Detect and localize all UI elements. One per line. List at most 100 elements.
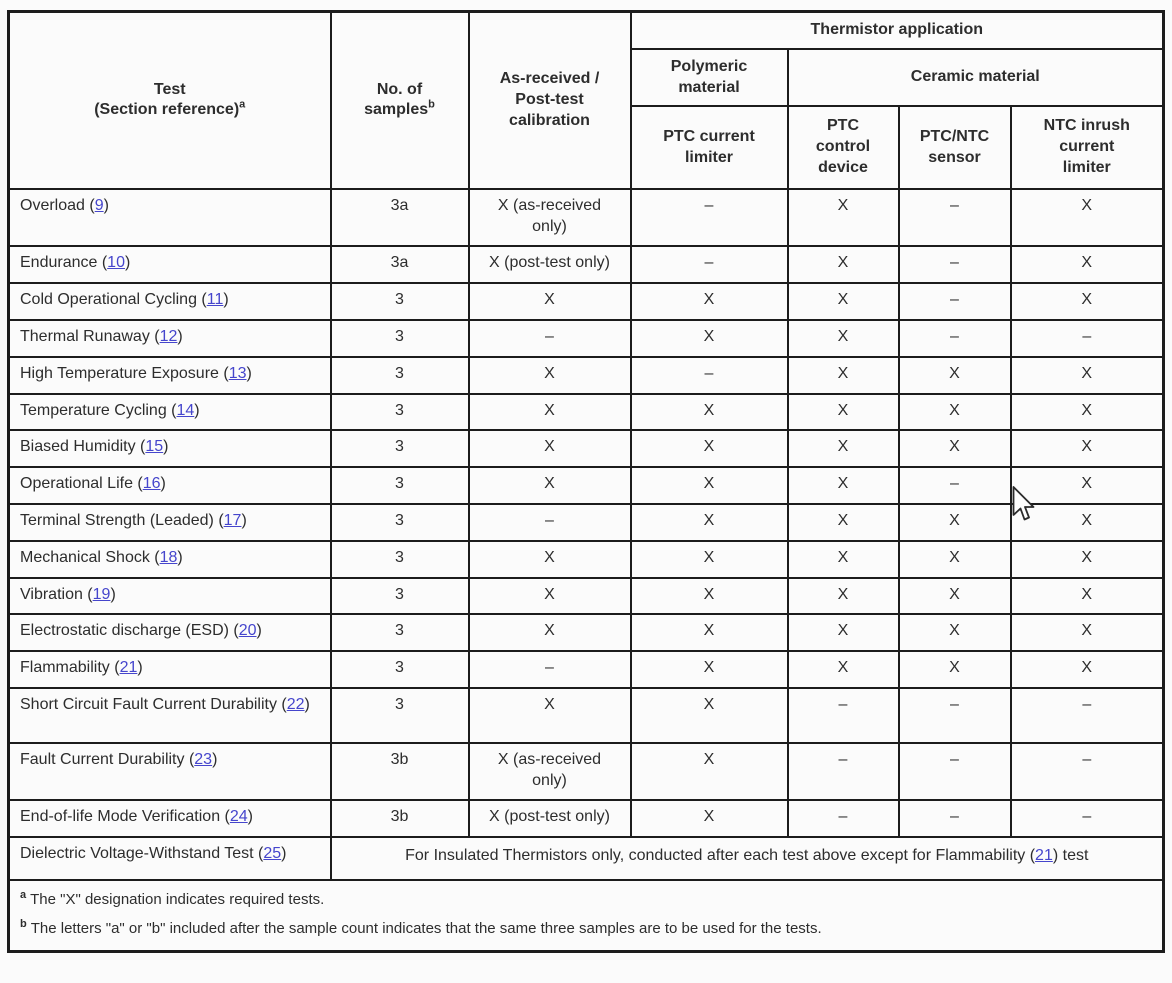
ptc-ntc-sensor-cell: –	[897, 187, 1012, 248]
calibration-value: X	[544, 475, 555, 493]
calibration-value: X (as-received only)	[497, 750, 602, 789]
test-name-label: High Temperature Exposure (	[20, 364, 229, 382]
section-reference-link-10[interactable]: 10	[107, 254, 125, 272]
footnotes-row: a The "X" designation indicates required …	[7, 878, 1165, 953]
header-ptc-control-device: PTC control device	[786, 105, 900, 190]
ptc-current-limiter-cell: X	[629, 613, 789, 653]
section-reference-link-22[interactable]: 22	[286, 695, 305, 713]
ntc-inrush-current-limiter-cell: X	[1009, 466, 1165, 505]
ntc-inrush-current-limiter-cell: X	[1009, 187, 1165, 248]
section-reference-link-14[interactable]: 14	[176, 401, 195, 419]
ref-close: )	[177, 327, 183, 345]
ref-close: )	[304, 695, 310, 713]
ptc-control-device-cell: X	[786, 318, 900, 358]
ntc-inrush-current-limiter-cell: –	[1009, 799, 1165, 839]
ref-close: )	[163, 438, 169, 456]
ptc-current-limiter-cell: X	[629, 539, 789, 579]
test-name-cell: Vibration (19)	[7, 576, 332, 616]
ptc-ntc-sensor-cell: X	[897, 392, 1012, 432]
calibration-cell: –	[467, 502, 632, 542]
ref-close: )	[246, 364, 252, 382]
calibration-cell: X (as-received only)	[467, 187, 632, 248]
test-name-label: Terminal Strength (Leaded) (	[20, 511, 224, 529]
ptc-current-limiter-cell: X	[629, 318, 789, 358]
table-row-12: Thermal Runaway (12) 3– X X – –	[7, 318, 1165, 358]
table-row-9: Overload (9) 3a X (as-received only) – X – X	[7, 187, 1165, 248]
test-name-cell: Mechanical Shock (18)	[7, 539, 332, 579]
calibration-cell: X	[467, 686, 632, 744]
ptc-ntc-sensor-cell: X	[897, 355, 1012, 395]
header-calibration-label: As-received / Post-test calibration	[499, 70, 600, 129]
ptc-ntc-sensor-cell: –	[897, 741, 1012, 802]
section-reference-link-17[interactable]: 17	[223, 511, 242, 529]
test-name-cell: Temperature Cycling (14)	[7, 392, 332, 432]
ptc-current-limiter-cell: X	[629, 650, 789, 689]
section-reference-link-12[interactable]: 12	[159, 327, 178, 345]
table-row-18: Mechanical Shock (18) 3 X X X X X	[7, 539, 1165, 579]
section-reference-link-11[interactable]: 11	[206, 291, 224, 309]
section-reference-link-20[interactable]: 20	[238, 622, 257, 640]
ref-close: )	[212, 750, 218, 768]
calibration-cell: –	[467, 318, 632, 358]
dielectric-note-text-end: ) test	[1052, 847, 1089, 865]
ptc-ntc-sensor-cell: X	[897, 502, 1012, 542]
section-reference-link-15[interactable]: 15	[145, 438, 164, 456]
section-reference-link-25[interactable]: 25	[263, 845, 282, 863]
ref-close: )	[241, 511, 247, 529]
table-row-24: End-of-life Mode Verification (24) 3b X (p…	[7, 799, 1165, 839]
ntc-inrush-current-limiter-cell: –	[1009, 686, 1165, 744]
section-reference-link-9[interactable]: 9	[94, 196, 104, 214]
ptc-control-device-cell: X	[786, 392, 900, 432]
footnote-a: a The "X" designation indicates required …	[20, 889, 1152, 910]
ref-close: )	[137, 659, 143, 677]
ptc-control-device-cell: X	[786, 282, 900, 321]
test-name-cell: Cold Operational Cycling (11)	[7, 282, 332, 321]
ptc-control-device-cell: X	[786, 539, 900, 579]
calibration-cell: X	[467, 539, 632, 579]
ptc-control-device-cell: –	[786, 686, 900, 744]
ref-close: )	[194, 401, 200, 419]
table-row-21: Flammability (21) 3– X X X X	[7, 650, 1165, 689]
test-name-label: Temperature Cycling (	[20, 401, 177, 419]
test-name-cell: Biased Humidity (15)	[7, 429, 332, 469]
dielectric-note-cell: For Insulated Thermistors only, conducte…	[329, 836, 1165, 881]
section-reference-link-16[interactable]: 16	[142, 475, 161, 493]
footnote-b-marker: b	[20, 918, 27, 931]
dielectric-note-text: For Insulated Thermistors only, conducte…	[405, 847, 1036, 865]
samples-cell: 3	[329, 466, 470, 505]
calibration-value: X	[544, 622, 555, 640]
footnote-a-text: The "X" designation indicates required t…	[30, 890, 325, 908]
ptc-ntc-sensor-cell: –	[897, 282, 1012, 321]
test-name-label: Short Circuit Fault Current Durability (	[20, 695, 287, 713]
ptc-current-limiter-cell: X	[629, 282, 789, 321]
ref-close: )	[160, 475, 166, 493]
calibration-cell: X	[467, 576, 632, 616]
footnotes-cell: a The "X" designation indicates required …	[7, 878, 1165, 953]
test-name-cell: Operational Life (16)	[7, 466, 332, 505]
ptc-ntc-sensor-cell: –	[897, 466, 1012, 505]
table-row-16: Operational Life (16) 3 X X X – X	[7, 466, 1165, 505]
samples-cell: 3a	[329, 187, 470, 248]
ptc-current-limiter-cell: –	[629, 245, 789, 285]
table-row-20: Electrostatic discharge (ESD) (20) 3 X X X X X	[7, 613, 1165, 653]
section-reference-link-21[interactable]: 21	[1035, 847, 1053, 865]
section-reference-link-19[interactable]: 19	[92, 585, 111, 603]
section-reference-link-18[interactable]: 18	[159, 548, 178, 566]
ref-close: )	[256, 622, 262, 640]
samples-cell: 3	[329, 282, 470, 321]
section-reference-link-13[interactable]: 13	[228, 364, 247, 382]
section-reference-link-21[interactable]: 21	[119, 659, 138, 677]
samples-cell: 3	[329, 502, 470, 542]
ntc-inrush-current-limiter-cell: X	[1009, 355, 1165, 395]
ptc-current-limiter-cell: X	[629, 576, 789, 616]
section-reference-link-24[interactable]: 24	[229, 808, 248, 826]
calibration-value: X	[544, 291, 555, 309]
section-reference-link-23[interactable]: 23	[194, 750, 213, 768]
calibration-cell: X	[467, 429, 632, 469]
ptc-current-limiter-cell: X	[629, 392, 789, 432]
test-name-cell: Fault Current Durability (23)	[7, 741, 332, 802]
table-row-19: Vibration (19) 3 X X X X X	[7, 576, 1165, 616]
ntc-inrush-current-limiter-cell: X	[1009, 392, 1165, 432]
calibration-cell: X	[467, 282, 632, 321]
header-polymeric-material: Polymeric material	[629, 47, 789, 108]
